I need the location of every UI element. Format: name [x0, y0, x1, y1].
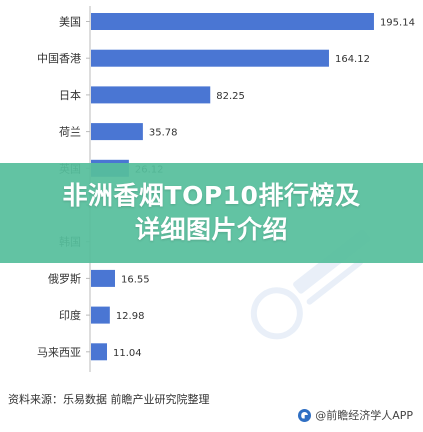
value-label: 82.25: [216, 91, 245, 102]
data-source-note: 资料来源：乐易数据 前瞻产业研究院整理: [8, 393, 210, 406]
category-label: 美国: [59, 16, 81, 29]
category-label: 中国香港: [37, 52, 81, 65]
value-label: 195.14: [380, 18, 415, 29]
banner-title-line2: 详细图片介绍: [134, 215, 288, 244]
bar: [91, 86, 211, 104]
value-label: 12.98: [116, 311, 145, 322]
category-label: 马来西亚: [37, 346, 81, 359]
banner-title-line1: 非洲香烟TOP10排行榜及: [62, 181, 361, 210]
value-label: 35.78: [149, 128, 178, 139]
value-label: 164.12: [335, 54, 370, 65]
bar: [91, 269, 115, 287]
category-label: 印度: [59, 308, 81, 322]
category-label: 俄罗斯: [48, 272, 81, 285]
brand-text: @前瞻经济学人APP: [315, 409, 413, 422]
brand-footer: @前瞻经济学人APP: [298, 407, 413, 423]
bar: [91, 13, 374, 30]
bar: [91, 49, 329, 67]
bar: [91, 343, 108, 361]
category-label: 荷兰: [59, 126, 81, 139]
bar: [91, 306, 110, 324]
value-label: 16.55: [121, 274, 150, 285]
bar: [91, 123, 143, 141]
category-label: 日本: [59, 88, 81, 102]
value-label: 11.04: [113, 348, 142, 359]
brand-logo-icon: [298, 408, 312, 422]
title-banner: 非洲香烟TOP10排行榜及 详细图片介绍: [0, 163, 423, 263]
